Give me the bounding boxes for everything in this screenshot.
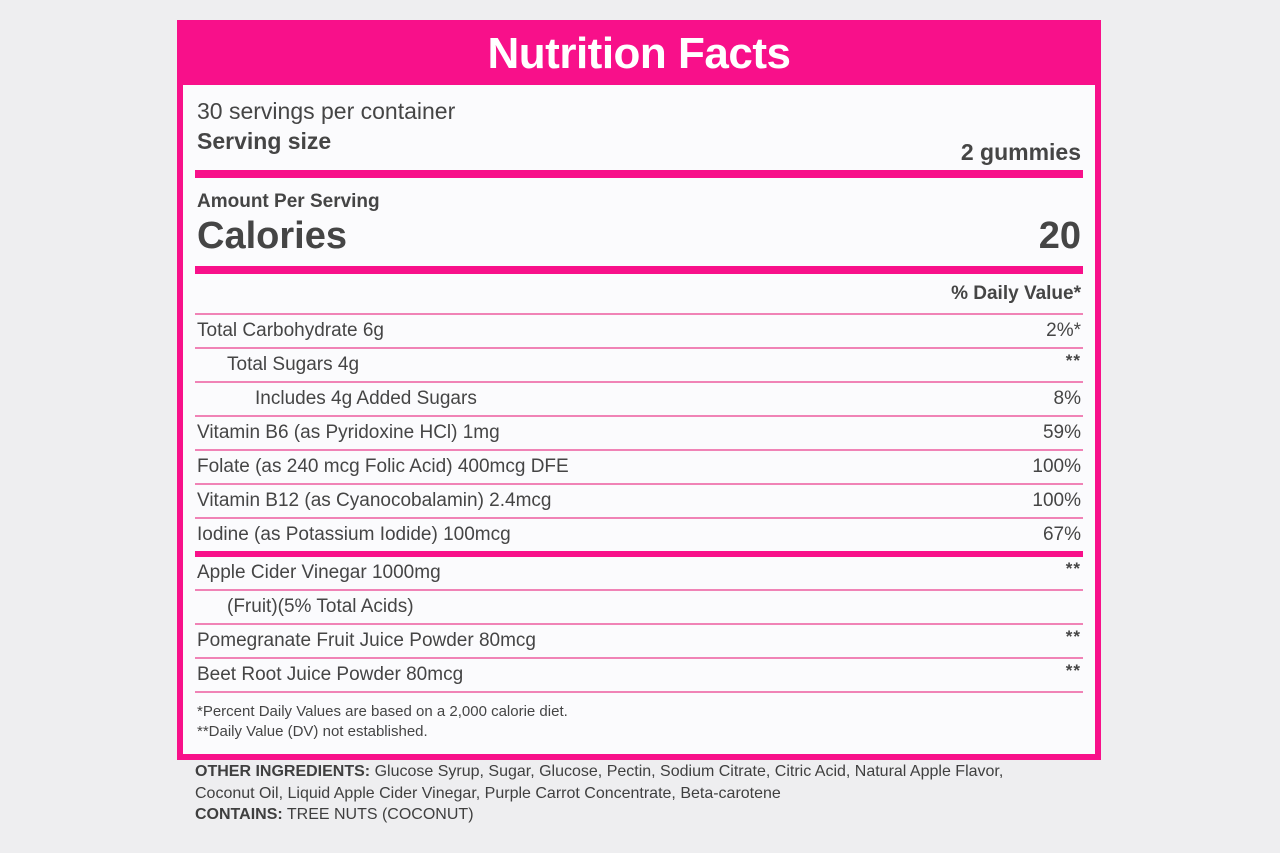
nutrient-name: Beet Root Juice Powder 80mcg (197, 664, 464, 685)
divider (195, 623, 1083, 625)
serving-size-value: 2 gummies (960, 139, 1081, 165)
footnote-line: **Daily Value (DV) not established. (197, 723, 428, 740)
nutrient-name: Pomegranate Fruit Juice Powder 80mcg (197, 630, 536, 651)
divider (195, 691, 1083, 693)
nutrient-name: Apple Cider Vinegar 1000mg (197, 562, 441, 583)
contains-line: CONTAINS: TREE NUTS (COCONUT) (195, 804, 1045, 826)
nutrient-value: 67% (1042, 524, 1081, 545)
nutrient-name: Total Sugars 4g (227, 354, 360, 375)
divider (195, 347, 1083, 349)
divider (195, 449, 1083, 451)
calories-value: 20 (1038, 215, 1081, 257)
nutrient-name: Iodine (as Potassium Iodide) 100mcg (197, 524, 511, 545)
nutrient-row: Total Sugars 4g ** (183, 349, 1095, 381)
nutrient-value: ** (1065, 627, 1081, 646)
nutrient-row: Vitamin B12 (as Cyanocobalamin) 2.4mcg 10… (183, 485, 1095, 517)
nutrient-row: Pomegranate Fruit Juice Powder 80mcg ** (183, 625, 1095, 657)
other-ingredients-line2: Coconut Oil, Liquid Apple Cider Vinegar,… (195, 784, 781, 802)
section-bar (195, 170, 1083, 178)
servings-per-container: 30 servings per container (197, 98, 456, 124)
divider (195, 483, 1083, 485)
nutrient-value: 8% (1053, 388, 1081, 409)
contains-text: TREE NUTS (COCONUT) (286, 806, 474, 823)
calories-left: Amount Per Serving Calories (197, 191, 380, 256)
footnote-line: *Percent Daily Values are based on a 2,0… (197, 703, 568, 720)
nutrient-value: 59% (1042, 422, 1081, 443)
divider (195, 313, 1083, 315)
nutrient-name: Vitamin B12 (as Cyanocobalamin) 2.4mcg (197, 490, 552, 511)
divider (195, 415, 1083, 417)
nutrient-row: Apple Cider Vinegar 1000mg ** (183, 557, 1095, 589)
nutrient-name: (Fruit)(5% Total Acids) (227, 596, 414, 617)
nutrient-name: Vitamin B6 (as Pyridoxine HCl) 1mg (197, 422, 500, 443)
nutrient-row: Folate (as 240 mcg Folic Acid) 400mcg DF… (183, 451, 1095, 483)
amount-per-serving-label: Amount Per Serving (197, 191, 380, 212)
nutrient-row: Total Carbohydrate 6g 2%* (183, 315, 1095, 347)
other-ingredients-paragraph: OTHER INGREDIENTS: Glucose Syrup, Sugar,… (195, 761, 1045, 804)
serving-info: 30 servings per container Serving size (197, 96, 455, 156)
nutrient-row: (Fruit)(5% Total Acids) (183, 591, 1095, 623)
nutrient-name: Total Carbohydrate 6g (197, 320, 384, 341)
nutrient-name: Includes 4g Added Sugars (255, 388, 477, 409)
nutrient-value: ** (1065, 661, 1081, 680)
nutrient-value: 100% (1032, 490, 1081, 511)
contains-heading: CONTAINS: (195, 806, 283, 823)
daily-value-header: % Daily Value* (951, 283, 1081, 304)
divider (195, 551, 1083, 557)
section-bar (195, 266, 1083, 274)
panel-title: Nutrition Facts (183, 26, 1095, 85)
nutrient-value: 100% (1032, 456, 1081, 477)
other-ingredients-heading: OTHER INGREDIENTS: (195, 763, 371, 780)
other-ingredients-line1: Glucose Syrup, Sugar, Glucose, Pectin, S… (374, 763, 1004, 780)
nutrient-value: ** (1065, 559, 1081, 578)
divider (195, 657, 1083, 659)
divider (195, 517, 1083, 519)
nutrient-row: Includes 4g Added Sugars 8% (183, 383, 1095, 415)
nutrient-value: ** (1065, 351, 1081, 370)
nutrient-rows: Total Carbohydrate 6g 2%* Total Sugars 4g *… (183, 315, 1095, 693)
nutrient-name: Folate (as 240 mcg Folic Acid) 400mcg DF… (197, 456, 569, 477)
calories-section: Amount Per Serving Calories 20 (183, 178, 1095, 266)
nutrient-row: Iodine (as Potassium Iodide) 100mcg 67% (183, 519, 1095, 551)
serving-size-label: Serving size (197, 128, 332, 154)
other-ingredients-block: OTHER INGREDIENTS: Glucose Syrup, Sugar,… (195, 761, 1045, 826)
footnotes: *Percent Daily Values are based on a 2,0… (183, 693, 1095, 754)
nutrition-facts-panel: Nutrition Facts 30 servings per containe… (177, 20, 1101, 760)
nutrient-row: Vitamin B6 (as Pyridoxine HCl) 1mg 59% (183, 417, 1095, 449)
divider (195, 589, 1083, 591)
serving-section: 30 servings per container Serving size 2… (183, 85, 1095, 170)
nutrient-value: 2%* (1046, 320, 1081, 341)
divider (195, 381, 1083, 383)
nutrient-row: Beet Root Juice Powder 80mcg ** (183, 659, 1095, 691)
calories-label: Calories (197, 215, 347, 257)
